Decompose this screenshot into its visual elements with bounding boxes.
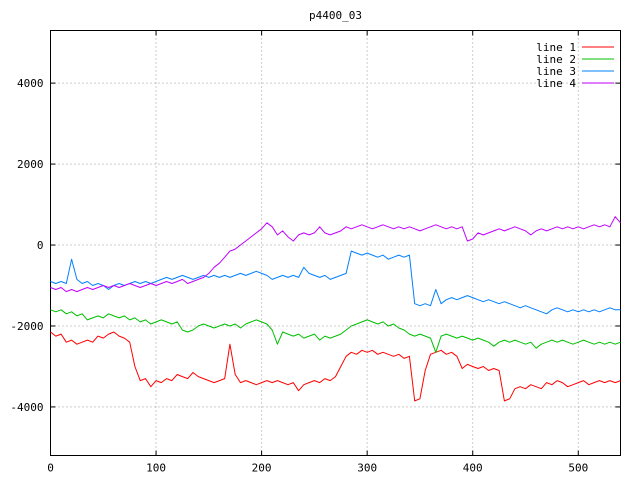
x-tick-label: 0	[47, 462, 54, 475]
y-axis-tick-labels: -4000 -2000 0 2000 4000	[10, 77, 43, 414]
x-tick-label: 300	[357, 462, 377, 475]
y-tick-label: 0	[37, 239, 44, 252]
y-tick-label: -2000	[10, 320, 43, 333]
series-line-1	[50, 331, 621, 402]
y-tick-label: 4000	[17, 77, 44, 90]
series-line-2	[50, 309, 621, 353]
y-tick-label: -4000	[10, 401, 43, 414]
x-tick-label: 100	[146, 462, 166, 475]
x-axis-tick-labels: 0 100 200 300 400 500	[47, 462, 588, 475]
x-tick-label: 400	[463, 462, 483, 475]
plot-border	[50, 30, 621, 456]
y-tick-label: 2000	[17, 158, 44, 171]
x-tick-label: 500	[568, 462, 588, 475]
series-line-3	[50, 250, 621, 315]
chart-title: p4400_03	[309, 9, 362, 22]
legend-label: line 1	[536, 41, 576, 54]
legend-label: line 2	[536, 53, 576, 66]
legend-label: line 4	[536, 77, 576, 90]
tick-marks	[50, 30, 621, 456]
x-tick-label: 200	[252, 462, 272, 475]
series-line-4	[50, 216, 621, 293]
legend-label: line 3	[536, 65, 576, 78]
